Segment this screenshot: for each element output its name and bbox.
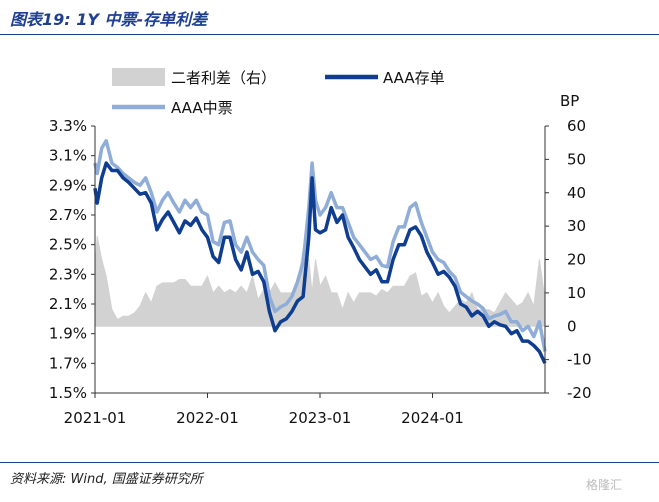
left-tick-label: 2.5% xyxy=(49,236,87,254)
chart-legend: 二者利差（右） AAA存单 AAA中票 xyxy=(112,68,445,117)
right-tick-label: 30 xyxy=(567,217,586,235)
title-rule xyxy=(0,34,659,35)
right-tick-label: -20 xyxy=(567,384,592,402)
right-tick-label: 20 xyxy=(567,251,586,269)
right-tick-label: 60 xyxy=(567,117,586,135)
spread-chart: 3.3% 3.1% 2.9% 2.7% 2.5% 2.3% 2.1% 1.9% 1.7% 1.5%… xyxy=(49,68,592,427)
right-tick-label: 10 xyxy=(567,284,586,302)
series-line-aaa-mtn xyxy=(93,139,547,352)
chart-title: 图表19: 1Y 中票-存单利差 xyxy=(10,10,208,29)
right-tick-label: 40 xyxy=(567,184,586,202)
left-tick-label: 3.1% xyxy=(49,147,87,165)
legend-label-cd: AAA存单 xyxy=(383,69,445,87)
x-tick-label: 2023-01 xyxy=(289,409,352,427)
left-tick-label: 2.9% xyxy=(49,176,87,194)
right-tick-label: -10 xyxy=(567,351,592,369)
legend-label-spread: 二者利差（右） xyxy=(171,69,276,87)
left-tick-label: 1.7% xyxy=(49,354,87,372)
left-tick-label: 2.1% xyxy=(49,295,87,313)
legend-swatch-spread xyxy=(112,68,165,86)
series-spread-area xyxy=(94,236,546,327)
right-axis-title: BP xyxy=(560,92,579,110)
left-tick-label: 1.9% xyxy=(49,325,87,343)
left-tick-label: 2.3% xyxy=(49,265,87,283)
series-line-aaa-cd xyxy=(93,161,547,365)
source-note: 资料来源: Wind, 国盛证券研究所 xyxy=(10,472,203,487)
left-tick-label: 2.7% xyxy=(49,206,87,224)
left-tick-label: 3.3% xyxy=(49,117,87,135)
x-tick-label: 2021-01 xyxy=(64,409,127,427)
x-tick-label: 2024-01 xyxy=(401,409,464,427)
watermark-text: 格隆汇 xyxy=(586,478,623,492)
x-tick-label: 2022-01 xyxy=(176,409,239,427)
legend-label-mtn: AAA中票 xyxy=(171,99,233,117)
right-tick-label: 50 xyxy=(567,150,586,168)
left-tick-label: 1.5% xyxy=(49,384,87,402)
footer-rule xyxy=(0,462,659,463)
right-tick-label: 0 xyxy=(567,317,577,335)
